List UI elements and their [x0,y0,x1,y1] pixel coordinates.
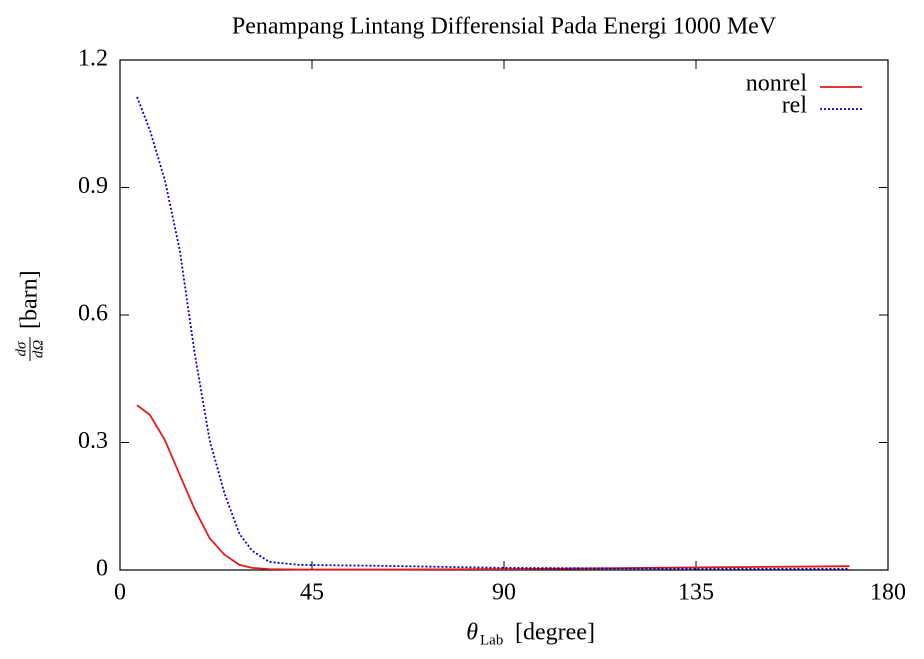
x-tick-label: 180 [870,580,906,606]
x-tick-label: 135 [678,580,714,606]
y-tick-label: 0 [96,556,108,582]
y-axis-label: dσ dΩ [barn] [13,270,46,361]
y-tick-label: 1.2 [78,46,108,72]
y-tick-label: 0.6 [78,301,108,327]
y-tick-label: 0.3 [78,428,108,454]
chart: Penampang Lintang Differensial Pada Ener… [0,0,924,659]
x-tick-label: 0 [114,580,126,606]
x-label-unit: [degree] [515,620,595,646]
x-label-subscript: Lab [480,632,503,648]
y-tick-label: 0.9 [78,173,108,199]
x-tick-label: 90 [492,580,516,606]
x-label-symbol: θ [466,620,478,646]
chart-title: Penampang Lintang Differensial Pada Ener… [232,14,777,40]
y-label-unit: [barn] [17,270,43,329]
legend-label: rel [782,93,808,119]
x-tick-label: 45 [300,580,324,606]
y-label-numerator: dσ [13,341,29,357]
y-label-denominator: dΩ [30,340,46,359]
